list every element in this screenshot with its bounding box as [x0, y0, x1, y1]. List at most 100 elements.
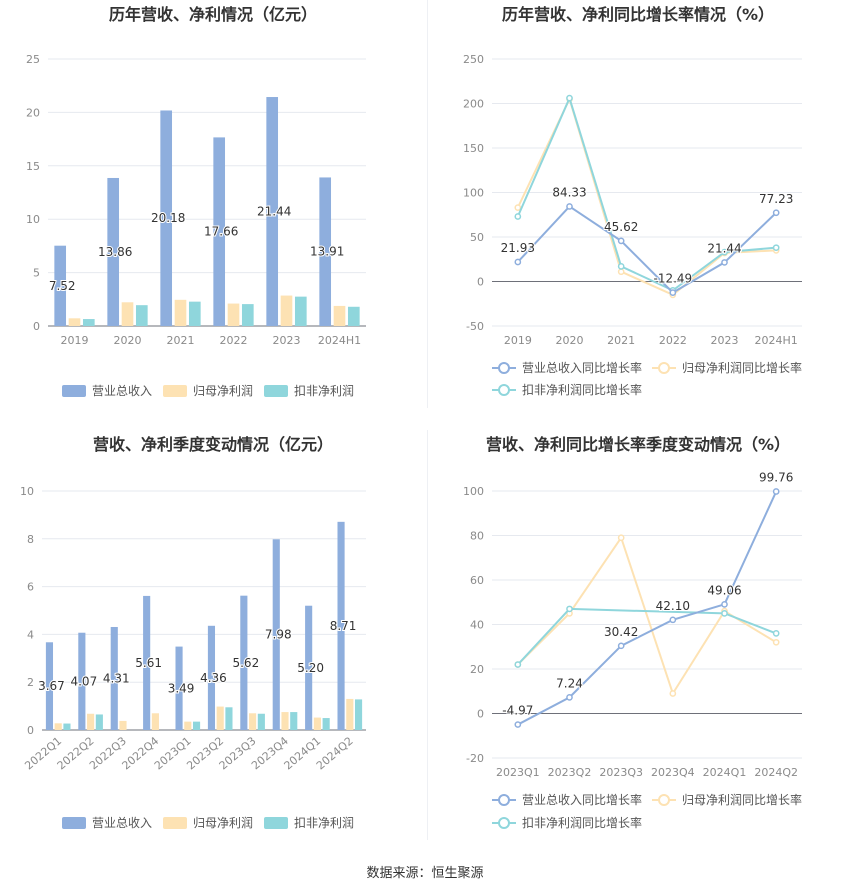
legend-label: 扣非净利润	[294, 816, 354, 830]
data-label: 84.33	[552, 185, 586, 199]
bar-3	[241, 304, 254, 326]
y-tick-label: 25	[26, 53, 40, 66]
point-1	[617, 642, 625, 650]
legend-swatch	[163, 817, 187, 829]
y-tick-label: 0	[477, 708, 484, 721]
legend-swatch	[62, 817, 86, 829]
chart-1: 历年营收、净利情况（亿元） 0 5 10 15 20 25 2019 2020 2021 2022 2…	[26, 5, 366, 398]
point-3	[514, 213, 522, 220]
point-1	[514, 721, 522, 728]
data-label: 13.91	[310, 245, 344, 259]
legend-label: 扣非净利润同比增长率	[522, 382, 642, 397]
x-tick-label: 2022	[220, 334, 248, 347]
x-tick-label: 2023Q3	[599, 766, 643, 779]
point-2	[772, 638, 780, 646]
x-tick-label: 2019	[61, 334, 89, 347]
data-label: -12.49	[653, 272, 692, 286]
series-line-2	[517, 535, 777, 696]
legend-swatch	[62, 385, 86, 397]
bar-2	[346, 698, 354, 730]
y-tick-label: 0	[33, 320, 40, 333]
legend-marker	[658, 362, 670, 374]
data-label: 21.44	[257, 205, 291, 219]
series-line-1	[517, 491, 778, 726]
bar-3	[322, 718, 330, 730]
bar-2	[249, 713, 257, 730]
bar-3	[95, 714, 103, 730]
legend-label: 营业总收入	[92, 816, 152, 830]
legend-marker	[658, 794, 670, 806]
data-label: 30.42	[604, 625, 638, 639]
bar-2	[227, 303, 240, 326]
x-tick-label: 2024H1	[318, 334, 361, 347]
point-3	[772, 630, 780, 637]
y-tick-label: 250	[463, 53, 484, 66]
x-tick-label: 2021	[607, 334, 635, 347]
x-tick-label: 2019	[504, 334, 532, 347]
x-tick-label: 2024Q2	[754, 766, 798, 779]
legend-label: 营业总收入同比增长率	[522, 792, 642, 807]
bar-2	[121, 302, 134, 326]
point-2	[669, 690, 677, 697]
x-tick-label: 2023Q2	[548, 766, 592, 779]
bar-2	[151, 713, 159, 730]
y-tick-label: 150	[463, 142, 484, 155]
data-label: 17.66	[204, 225, 238, 239]
legend-label: 归母净利润	[193, 384, 253, 398]
bar-3	[257, 713, 265, 730]
data-label: 3.49	[168, 681, 195, 695]
data-label: 7.24	[556, 676, 583, 690]
bar-1	[45, 642, 54, 730]
data-label: 45.62	[604, 220, 638, 234]
bar-1	[240, 595, 248, 730]
point-3	[721, 248, 728, 256]
y-tick-label: 20	[470, 663, 484, 676]
point-3	[566, 605, 573, 613]
y-tick-label: 0	[27, 724, 34, 737]
bar-3	[294, 296, 307, 326]
bar-3	[192, 721, 201, 730]
bar-1	[78, 632, 86, 730]
chart-4: 营收、净利同比增长率季度变动情况（%） -20 0 20 40 60 80 100 2023Q1…	[463, 435, 802, 830]
data-label: 7.52	[49, 279, 76, 293]
data-label: 3.67	[38, 679, 65, 693]
bar-2	[174, 299, 187, 326]
point-1	[617, 237, 625, 245]
panel-divider-vertical-top	[427, 0, 428, 408]
data-label: 42.10	[656, 599, 690, 613]
point-1	[669, 616, 677, 624]
x-tick-label: 2022	[659, 334, 687, 347]
x-tick-label: 2024Q1	[703, 766, 747, 779]
point-1	[514, 258, 522, 266]
data-label: 8.71	[330, 619, 357, 633]
data-label: 5.62	[232, 656, 259, 670]
data-label: 4.36	[200, 671, 227, 685]
point-1	[669, 289, 677, 296]
point-3	[721, 610, 728, 617]
point-3	[514, 661, 522, 668]
point-1	[566, 694, 573, 701]
data-label: -4.97	[502, 704, 533, 718]
y-tick-label: 8	[27, 533, 34, 546]
point-3	[617, 263, 625, 270]
y-tick-label: 6	[27, 581, 34, 594]
legend-marker	[498, 794, 510, 806]
bar-3	[135, 305, 148, 326]
data-label: 20.18	[151, 211, 185, 225]
bar-1	[305, 605, 313, 730]
chart-title: 营收、净利同比增长率季度变动情况（%）	[486, 435, 790, 454]
bar-2	[184, 721, 192, 730]
bar-1	[266, 97, 279, 326]
bar-3	[82, 319, 95, 326]
y-tick-label: 50	[470, 231, 484, 244]
x-tick-label: 2024Q2	[314, 734, 356, 772]
y-tick-label: -50	[466, 320, 484, 333]
chart-title: 营收、净利季度变动情况（亿元）	[93, 435, 333, 454]
bar-2	[281, 712, 289, 730]
bar-1	[54, 245, 67, 326]
point-3	[772, 244, 780, 252]
point-2	[514, 204, 522, 211]
data-label: 21.44	[707, 241, 741, 255]
legend-swatch	[264, 817, 288, 829]
